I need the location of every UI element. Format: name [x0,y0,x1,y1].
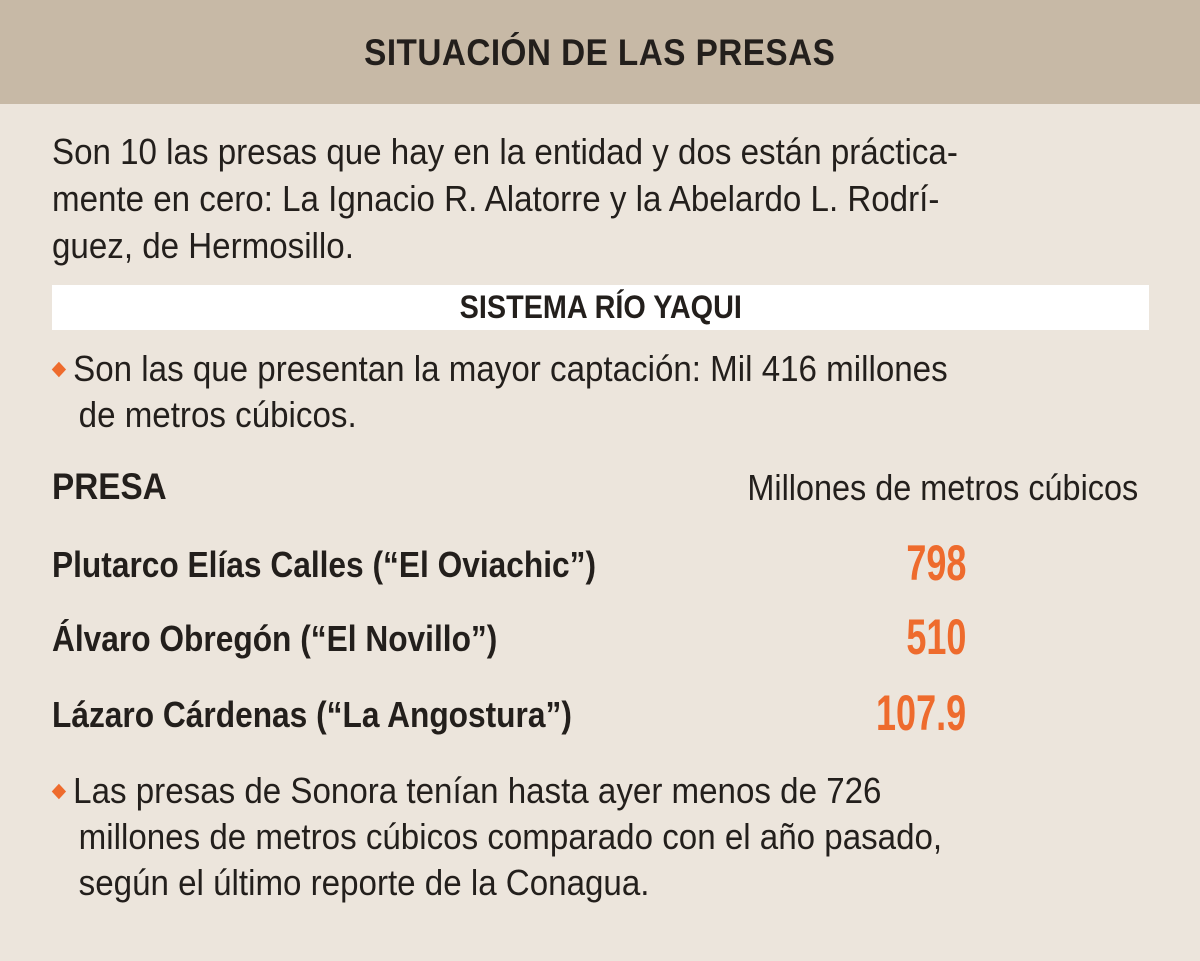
bullet-line: millones de metros cúbicos comparado con… [78,816,943,857]
bullet-paragraph-comparison: Las presas de Sonora tenían hasta ayer m… [51,768,1162,906]
table-row: Lázaro Cárdenas (“La Angostura”) 107.9 [52,685,1152,750]
bullet-line: Las presas de Sonora tenían hasta ayer m… [51,768,1073,814]
bullet-line: Son las que presentan la mayor captación… [51,346,1073,392]
dam-name: Álvaro Obregón (“El Novillo”) [52,618,498,659]
column-header-volume: Millones de metros cúbicos [747,467,1138,508]
dam-name: Plutarco Elías Calles (“El Oviachic”) [52,544,597,585]
header-bar: SITUACIÓN DE LAS PRESAS [0,0,1200,104]
dam-volume: 510 [905,609,966,665]
page-title: SITUACIÓN DE LAS PRESAS [364,32,836,73]
intro-paragraph: Son 10 las presas que hay en la entidad … [52,128,1162,269]
table-row: Álvaro Obregón (“El Novillo”) 510 [52,609,1152,674]
bullet-text: Son las que presentan la mayor captación… [73,348,948,389]
intro-line: guez, de Hermosillo. [52,225,354,266]
bullet-text: Las presas de Sonora tenían hasta ayer m… [73,770,882,811]
column-header-presa: PRESA [52,466,167,507]
section-header: SISTEMA RÍO YAQUI [52,285,1149,330]
bullet-line: según el último reporte de la Conagua. [78,862,650,903]
bullet-paragraph-capacity: Son las que presentan la mayor captación… [51,346,1162,438]
intro-line: Son 10 las presas que hay en la entidad … [52,131,958,172]
diamond-bullet-icon [51,783,67,800]
diamond-bullet-icon [51,361,67,378]
dam-volume: 107.9 [875,685,966,741]
intro-line: mente en cero: La Ignacio R. Alatorre y … [52,178,940,219]
section-title: SISTEMA RÍO YAQUI [459,289,742,325]
table-row: Plutarco Elías Calles (“El Oviachic”) 79… [52,535,1152,600]
dam-volume: 798 [905,535,966,591]
dam-name: Lázaro Cárdenas (“La Angostura”) [52,694,572,735]
bullet-line: de metros cúbicos. [78,394,357,435]
